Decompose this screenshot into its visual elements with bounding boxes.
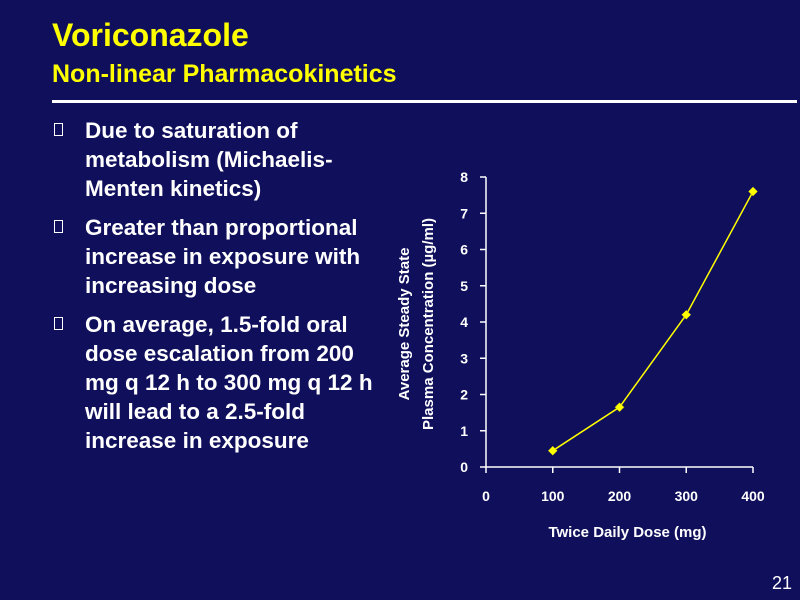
bullet-text: Greater than proportional increase in ex…: [85, 215, 361, 298]
x-axis-label: Twice Daily Dose (mg): [548, 524, 706, 541]
y-axis-label-line2: Plasma Concentration (µg/ml): [420, 218, 437, 430]
bullet-item: Due to saturation of metabolism (Michael…: [52, 116, 392, 203]
bullet-text: Due to saturation of metabolism (Michael…: [85, 118, 333, 201]
bullet-list: Due to saturation of metabolism (Michael…: [52, 116, 392, 465]
slide-title: Voriconazole: [52, 17, 249, 53]
y-tick-label: 4: [460, 314, 468, 330]
square-bullet-icon: [54, 123, 63, 136]
bullet-item: On average, 1.5-fold oral dose escalatio…: [52, 310, 392, 455]
y-tick-label: 8: [460, 169, 468, 185]
square-bullet-icon: [54, 220, 63, 233]
bullet-text: On average, 1.5-fold oral dose escalatio…: [85, 312, 373, 453]
series-line: [552, 191, 754, 452]
x-tick-label: 0: [482, 488, 490, 504]
y-tick-label: 3: [460, 350, 468, 366]
y-tick-label: 7: [460, 205, 468, 221]
y-tick-label: 0: [460, 459, 468, 475]
slide-subtitle: Non-linear Pharmacokinetics: [52, 60, 397, 88]
x-tick-label: 300: [675, 488, 699, 504]
square-bullet-icon: [54, 317, 63, 330]
y-tick-label: 5: [460, 278, 468, 294]
title-divider: [52, 100, 797, 103]
data-point-marker: [547, 445, 558, 456]
data-point-marker: [681, 309, 692, 320]
y-tick-label: 6: [460, 242, 468, 258]
y-tick-label: 2: [460, 387, 468, 403]
slide-number: 21: [771, 573, 792, 593]
bullet-item: Greater than proportional increase in ex…: [52, 213, 392, 300]
x-tick-label: 200: [608, 488, 632, 504]
data-point-marker: [614, 402, 625, 413]
x-tick-label: 100: [541, 488, 565, 504]
y-axis-label-line1: Average Steady State: [396, 248, 413, 401]
y-tick-label: 1: [460, 423, 468, 439]
data-point-marker: [748, 186, 758, 197]
x-tick-label: 400: [741, 488, 765, 504]
